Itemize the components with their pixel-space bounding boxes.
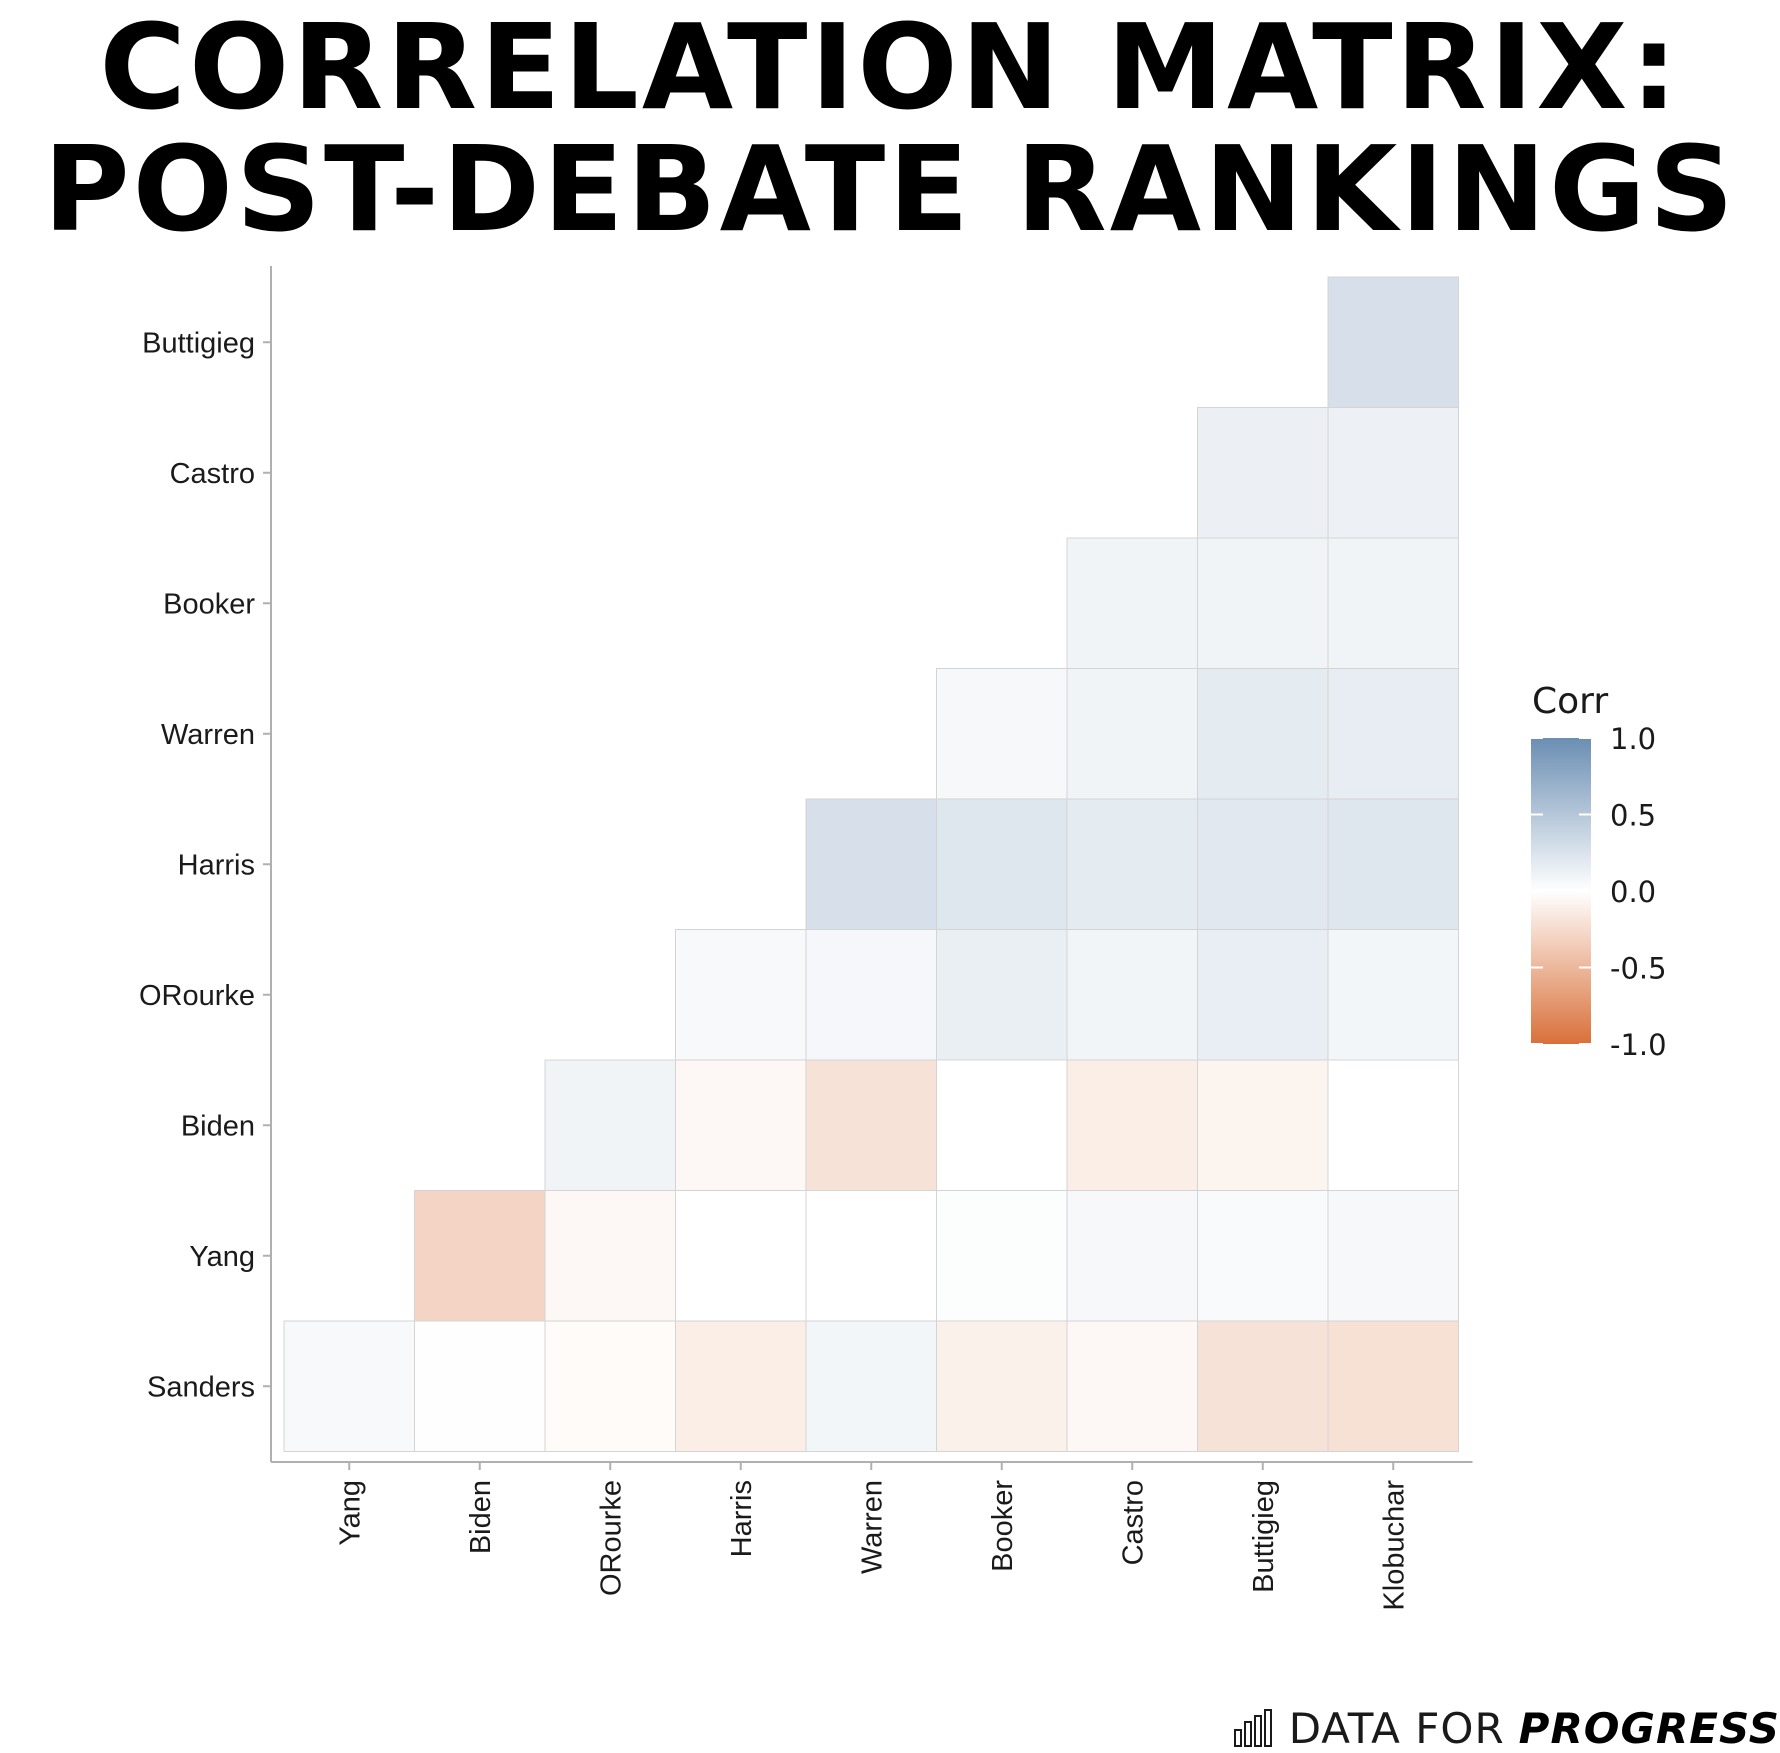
brand-logo: DATA FOR PROGRESS: [1233, 1703, 1780, 1753]
heatmap-cell-sanders-yang: [283, 1320, 415, 1452]
y-tick-label-booker: Booker: [163, 588, 255, 620]
x-tick-label-yang: Yang: [334, 1480, 366, 1546]
y-tick-label-warren: Warren: [161, 719, 255, 751]
y-tick-label-harris: Harris: [178, 849, 255, 881]
x-tick-label-biden: Biden: [465, 1480, 497, 1554]
heatmap-cell-yang-harris: [675, 1190, 807, 1322]
heatmap-cell-castro-klobuchar: [1327, 407, 1459, 539]
heatmap-cell-yang-warren: [805, 1190, 937, 1322]
heatmap-cell-booker-klobuchar: [1327, 537, 1459, 669]
correlation-heatmap: Sanders Yang Biden ORourke Harris Warren Booke…: [139, 266, 1667, 1611]
heatmap-cell-harris-castro: [1066, 798, 1198, 930]
heatmap-cell-buttigieg-klobuchar: [1327, 276, 1459, 408]
heatmap-cell-warren-castro: [1066, 668, 1198, 800]
heatmap-cell-castro-buttigieg: [1197, 407, 1329, 539]
brand-text-bold: PROGRESS: [1518, 1703, 1780, 1753]
legend-tick-label: -0.5: [1610, 952, 1667, 986]
heatmap-cell-warren-buttigieg: [1197, 668, 1329, 800]
x-tick-label-booker: Booker: [987, 1480, 1019, 1572]
heatmap-cell-orourke-castro: [1066, 929, 1198, 1061]
heatmap-cell-biden-booker: [936, 1059, 1068, 1191]
heatmap-cell-warren-klobuchar: [1327, 668, 1459, 800]
chart-title-line-2: POST-DEBATE RANKINGS: [43, 120, 1737, 258]
heatmap-cell-booker-castro: [1066, 537, 1198, 669]
heatmap-cell-biden-klobuchar: [1327, 1059, 1459, 1191]
legend-title: Corr: [1532, 681, 1608, 722]
legend-tick-label: 1.0: [1610, 722, 1656, 756]
heatmap-cell-yang-orourke: [544, 1190, 676, 1322]
heatmap-cell-sanders-biden: [414, 1320, 546, 1452]
heatmap-cell-sanders-harris: [675, 1320, 807, 1452]
chart-title: CORRELATION MATRIX: POST-DEBATE RANKINGS: [0, 0, 1780, 250]
heatmap-cell-harris-booker: [936, 798, 1068, 930]
heatmap-cell-booker-buttigieg: [1197, 537, 1329, 669]
heatmap-cell-yang-buttigieg: [1197, 1190, 1329, 1322]
heatmap-cell-biden-orourke: [544, 1059, 676, 1191]
y-tick-label-yang: Yang: [189, 1241, 255, 1273]
heatmap-cell-yang-castro: [1066, 1190, 1198, 1322]
x-tick-label-castro: Castro: [1117, 1480, 1149, 1565]
heatmap-cell-harris-warren: [805, 798, 937, 930]
heatmap-cell-yang-booker: [936, 1190, 1068, 1322]
heatmap-cell-biden-warren: [805, 1059, 937, 1191]
heatmap-cell-sanders-buttigieg: [1197, 1320, 1329, 1452]
heatmap-cell-sanders-booker: [936, 1320, 1068, 1452]
y-tick-label-biden: Biden: [181, 1110, 255, 1142]
legend-tick-label: 0.5: [1610, 799, 1656, 833]
x-tick-label-orourke: ORourke: [595, 1480, 627, 1596]
y-tick-label-orourke: ORourke: [139, 980, 255, 1012]
y-tick-label-buttigieg: Buttigieg: [142, 327, 255, 359]
brand-text-light: DATA FOR: [1288, 1703, 1505, 1753]
heatmap-axes: Sanders Yang Biden ORourke Harris Warren Booke…: [139, 266, 1473, 1611]
heatmap-cell-biden-harris: [675, 1059, 807, 1191]
x-tick-label-buttigieg: Buttigieg: [1248, 1480, 1280, 1593]
heatmap-cell-orourke-harris: [675, 929, 807, 1061]
legend-tick-label: 0.0: [1610, 875, 1656, 909]
heatmap-cell-sanders-castro: [1066, 1320, 1198, 1452]
heatmap-cell-sanders-klobuchar: [1327, 1320, 1459, 1452]
bar-chart-icon: [1233, 1709, 1272, 1747]
heatmap-cell-orourke-buttigieg: [1197, 929, 1329, 1061]
heatmap-cell-biden-buttigieg: [1197, 1059, 1329, 1191]
heatmap-cell-harris-klobuchar: [1327, 798, 1459, 930]
heatmap-cell-sanders-warren: [805, 1320, 937, 1452]
heatmap-cell-biden-castro: [1066, 1059, 1198, 1191]
heatmap-cell-harris-buttigieg: [1197, 798, 1329, 930]
heatmap-cell-yang-klobuchar: [1327, 1190, 1459, 1322]
x-tick-label-warren: Warren: [856, 1480, 888, 1574]
heatmap-cell-orourke-klobuchar: [1327, 929, 1459, 1061]
x-tick-label-harris: Harris: [726, 1480, 758, 1557]
heatmap-cell-warren-booker: [936, 668, 1068, 800]
y-tick-label-castro: Castro: [170, 458, 255, 490]
heatmap-cell-orourke-booker: [936, 929, 1068, 1061]
chart-title-line-1: CORRELATION MATRIX:: [99, 0, 1681, 136]
heatmap-cell-yang-biden: [414, 1190, 546, 1322]
y-tick-label-sanders: Sanders: [147, 1371, 255, 1403]
heatmap-cell-orourke-warren: [805, 929, 937, 1061]
heatmap-tiles: [283, 276, 1459, 1452]
legend-tick-label: -1.0: [1610, 1028, 1667, 1062]
x-tick-label-klobuchar: Klobuchar: [1378, 1480, 1410, 1611]
heatmap-cell-sanders-orourke: [544, 1320, 676, 1452]
